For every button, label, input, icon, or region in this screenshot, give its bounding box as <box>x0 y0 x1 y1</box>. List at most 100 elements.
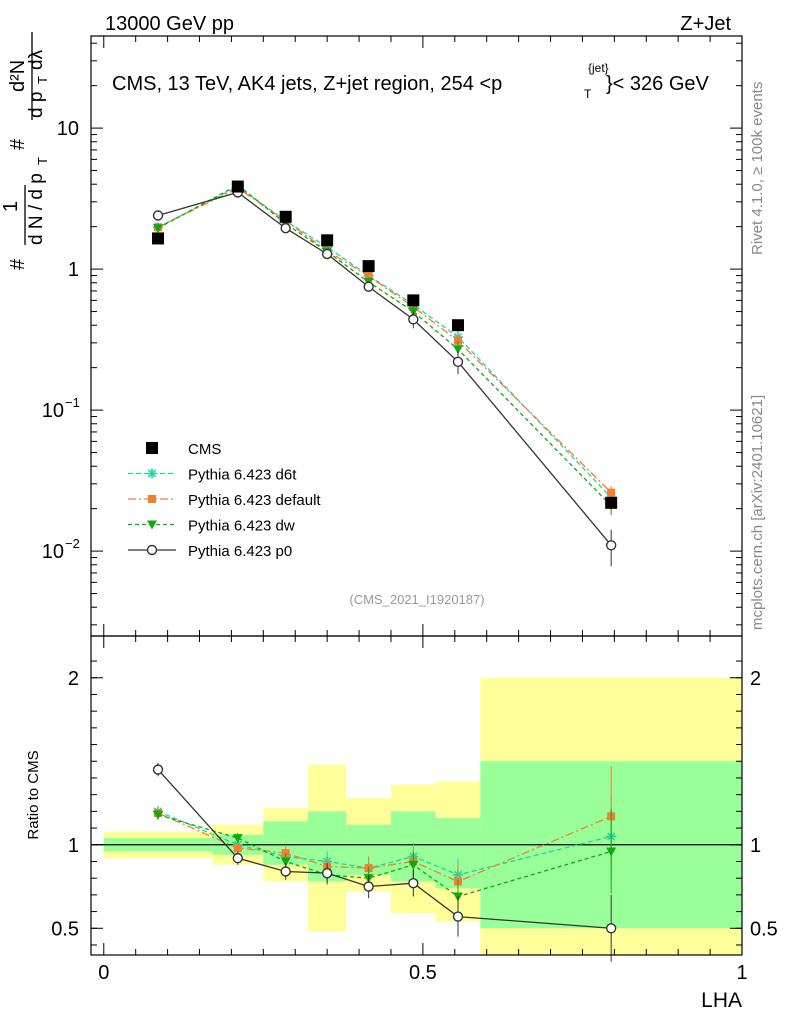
main-y-tick-label: 10 <box>42 400 64 422</box>
main-point-p0 <box>152 210 164 221</box>
legend-label-cms: CMS <box>188 441 221 458</box>
ylabel-dpt: d p <box>26 92 47 118</box>
ratio-point-dw <box>280 857 291 867</box>
ratio-y-axis-label: Ratio to CMS <box>25 750 42 839</box>
main-point-p0 <box>605 540 617 551</box>
rivet-label: Rivet 4.1.0, ≥ 100k events <box>749 82 766 255</box>
ratio-y-tick-label-left: 1 <box>68 835 79 857</box>
ylabel-sub-t1: T <box>35 157 50 165</box>
process-label: Z+Jet <box>680 13 731 35</box>
main-point-cms <box>321 234 334 247</box>
main-series-p0 <box>152 187 617 567</box>
main-point-p0 <box>363 281 374 292</box>
ratio-point-dw <box>153 810 164 820</box>
main-y-axis-label: # 1 d N / d p T # d²N d p T dλ <box>0 32 50 270</box>
main-series-default <box>154 184 616 501</box>
ratio-line-dw <box>157 814 612 898</box>
ratio-point-p0 <box>232 852 243 864</box>
ratio-point-dw <box>232 834 243 844</box>
x-tick-label: 0.5 <box>409 962 437 984</box>
ratio-point-default <box>233 844 242 853</box>
main-series-dw <box>153 180 617 516</box>
legend-label-dw: Pythia 6.423 dw <box>188 518 295 535</box>
plot-title-text: CMS, 13 TeV, AK4 jets, Z+jet region, 254… <box>112 73 502 95</box>
main-y-tick-label-exp: −1 <box>65 395 80 410</box>
legend-marker-cms <box>146 442 158 454</box>
main-point-cms <box>279 210 292 223</box>
main-point-p0 <box>452 356 464 368</box>
ratio-line-p0 <box>157 769 612 929</box>
legend-item-default: Pythia 6.423 default <box>128 492 321 509</box>
main-point-cms <box>231 180 244 193</box>
ratio-frame <box>90 635 743 956</box>
main-point-dw <box>153 224 164 234</box>
ratio-y-tick-label-right: 0.5 <box>750 918 778 940</box>
legend: CMS Pythia 6.423 d6t Pythia 6.423 default P… <box>128 441 321 560</box>
ratio-point-p0 <box>363 881 374 892</box>
legend-marker-dw <box>147 520 157 530</box>
ratio-point-p0 <box>408 877 419 889</box>
ratio-point-p0 <box>321 867 333 879</box>
legend-marker-d6t <box>147 468 157 479</box>
main-series-d6t <box>153 181 617 506</box>
legend-label-p0: Pythia 6.423 p0 <box>188 543 292 560</box>
main-point-dw <box>452 345 463 355</box>
ratio-point-p0 <box>605 923 617 934</box>
plot-title-end: }< 326 GeV <box>606 73 710 95</box>
legend-item-p0: Pythia 6.423 p0 <box>128 543 292 560</box>
main-point-cms <box>362 260 375 273</box>
ratio-point-p0 <box>280 866 291 877</box>
main-line-d6t <box>157 185 612 498</box>
ratio-point-dw <box>408 860 419 870</box>
main-point-p0 <box>280 223 291 234</box>
main-line-dw <box>157 184 612 507</box>
x-axis-label: LHA <box>701 989 742 1012</box>
main-line-p0 <box>157 191 612 546</box>
ratio-y-tick-label-left: 0.5 <box>51 918 79 940</box>
ylabel-d2n: d²N <box>7 60 29 92</box>
main-point-cms <box>605 496 618 509</box>
energy-label: 13000 GeV pp <box>105 13 234 35</box>
main-point-cms <box>451 319 464 332</box>
main-y-tick-label: 10 <box>57 118 79 140</box>
legend-item-d6t: Pythia 6.423 d6t <box>128 467 297 484</box>
main-y-tick-label-exp: −2 <box>65 536 80 551</box>
ratio-y-tick-label-right: 2 <box>750 668 761 690</box>
ratio-line-d6t <box>157 810 612 876</box>
legend-marker-default <box>148 495 156 503</box>
main-point-cms <box>407 294 420 307</box>
ratio-series <box>152 762 617 962</box>
main-point-p0 <box>408 314 419 325</box>
main-line-default <box>157 187 612 494</box>
legend-label-default: Pythia 6.423 default <box>188 492 321 509</box>
main-series-cms <box>152 180 618 509</box>
main-y-tick-label: 10 <box>42 541 64 563</box>
ylabel-hash-1: # <box>7 258 29 270</box>
main-series <box>152 180 618 567</box>
main-y-tick-label: 1 <box>68 259 79 281</box>
x-tick-label: 0 <box>98 962 109 984</box>
ratio-point-dw <box>606 847 617 857</box>
plot-title-subscript: T <box>584 87 592 101</box>
ylabel-dlambda: dλ <box>26 49 47 70</box>
ylabel-one: 1 <box>0 201 22 212</box>
ylabel-sub-t2: T <box>35 76 50 84</box>
plot-title-superscript: {jet} <box>588 61 609 75</box>
legend-item-cms: CMS <box>146 441 221 458</box>
analysis-id-watermark: (CMS_2021_I1920187) <box>349 592 484 607</box>
main-point-default <box>364 272 373 281</box>
ratio-y-tick-label-left: 2 <box>68 668 79 690</box>
main-point-p0 <box>321 248 333 260</box>
ratio-series-p0 <box>152 762 617 962</box>
main-point-cms <box>152 232 165 245</box>
main-point-default <box>607 488 616 497</box>
ratio-point-p0 <box>152 764 164 775</box>
ylabel-dn-dpt: d N / d p <box>26 173 47 245</box>
legend-marker-p0 <box>146 544 158 556</box>
ratio-line-default <box>157 812 612 883</box>
mcplots-label: mcplots.cern.ch [arXiv:2401.10621] <box>749 395 766 630</box>
plot-title: CMS, 13 TeV, AK4 jets, Z+jet region, 254… <box>112 61 710 101</box>
ylabel-hash-2: # <box>7 138 29 150</box>
